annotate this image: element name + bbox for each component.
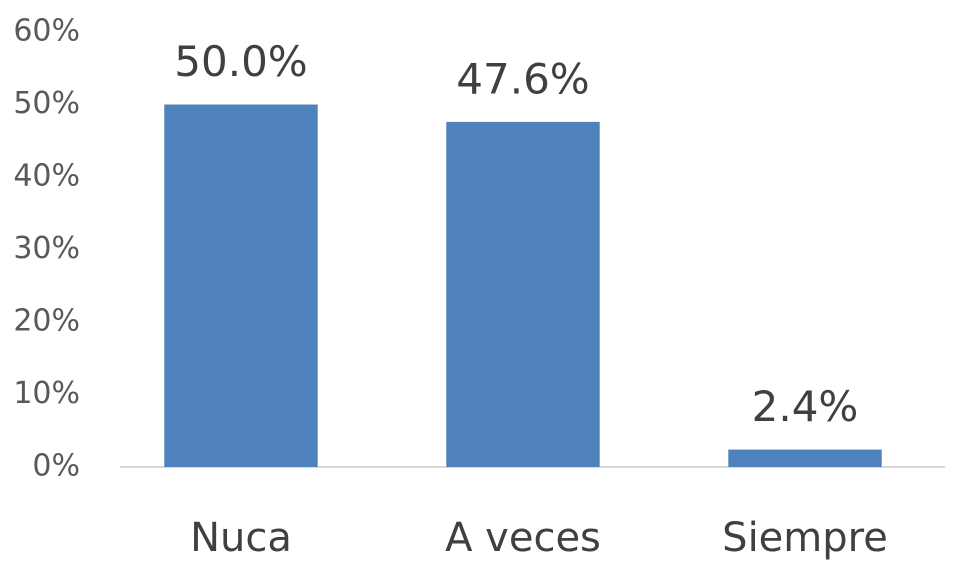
data-label: 50.0% [174, 37, 307, 86]
y-tick-label: 10% [13, 376, 80, 411]
y-tick-label: 30% [13, 231, 80, 266]
bar [164, 104, 318, 467]
data-label: 47.6% [456, 54, 589, 103]
y-tick-label: 20% [13, 304, 80, 339]
bar [728, 449, 882, 467]
y-tick-label: 0% [32, 449, 80, 484]
y-tick-label: 60% [13, 14, 80, 49]
y-tick-label: 40% [13, 159, 80, 194]
data-label: 2.4% [752, 382, 859, 431]
x-tick-label: A veces [445, 515, 601, 561]
y-tick-label: 50% [13, 86, 80, 121]
bar [446, 121, 600, 468]
x-tick-label: Nuca [190, 515, 292, 561]
x-tick-label: Siempre [722, 515, 888, 561]
